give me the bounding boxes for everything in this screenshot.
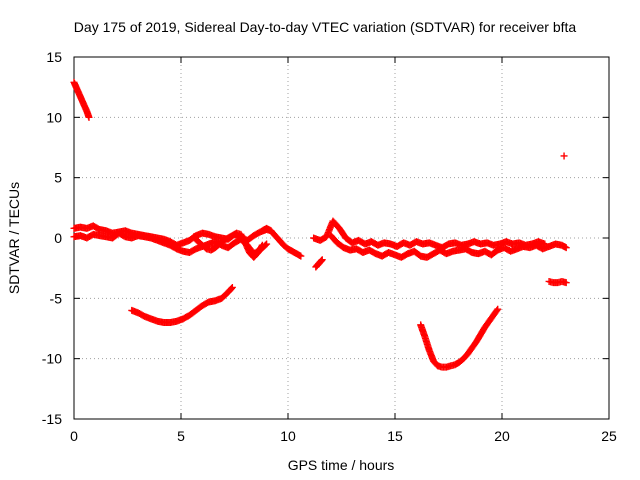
x-axis-label: GPS time / hours bbox=[288, 457, 395, 473]
y-tick-label: 15 bbox=[46, 49, 62, 65]
x-tick-label: 10 bbox=[280, 428, 296, 444]
grid-lines bbox=[74, 57, 609, 419]
data-point bbox=[318, 256, 326, 264]
data-point bbox=[258, 241, 266, 249]
x-tick-label: 5 bbox=[177, 428, 185, 444]
x-tick-label: 15 bbox=[387, 428, 403, 444]
data-point bbox=[562, 244, 570, 252]
series-arc-late-negative bbox=[545, 277, 570, 287]
data-point bbox=[297, 252, 305, 260]
data-point bbox=[317, 257, 325, 265]
series-arc-v-shape bbox=[417, 305, 502, 371]
series-arc-steep-start bbox=[70, 78, 93, 121]
data-point bbox=[228, 284, 236, 292]
data-point bbox=[494, 305, 502, 313]
series-arc-short-11h bbox=[312, 256, 326, 271]
data-point bbox=[263, 240, 271, 248]
x-tick-label: 20 bbox=[494, 428, 510, 444]
y-axis-label: SDTVAR / TECUs bbox=[6, 182, 22, 294]
data-point bbox=[228, 283, 236, 291]
data-marks bbox=[70, 78, 570, 371]
y-tick-label: -5 bbox=[50, 290, 63, 306]
data-point bbox=[560, 152, 568, 160]
y-tick-label: 10 bbox=[46, 109, 62, 125]
series-arc-dip-6h bbox=[190, 229, 266, 261]
series-arc-11h-to-23h-lower bbox=[327, 232, 570, 261]
series-arc-to-10h bbox=[258, 224, 305, 260]
series-point-outlier bbox=[560, 152, 568, 160]
x-tick-label: 25 bbox=[601, 428, 617, 444]
data-point bbox=[258, 242, 266, 250]
chart-title: Day 175 of 2019, Sidereal Day-to-day VTE… bbox=[74, 19, 577, 35]
y-tick-labels: 15 10 5 0 -5 -10 -15 bbox=[42, 49, 62, 427]
y-tick-label: -15 bbox=[42, 411, 62, 427]
series-arc-midday-negative bbox=[128, 283, 236, 326]
data-point bbox=[318, 257, 326, 265]
x-tick-label: 0 bbox=[70, 428, 78, 444]
x-tick-labels: 0 5 10 15 20 25 bbox=[70, 428, 617, 444]
data-point bbox=[85, 113, 93, 121]
y-tick-label: 0 bbox=[54, 230, 62, 246]
data-point bbox=[493, 306, 501, 314]
y-tick-label: -10 bbox=[42, 351, 62, 367]
y-tick-label: 5 bbox=[54, 170, 62, 186]
data-point bbox=[562, 279, 570, 287]
